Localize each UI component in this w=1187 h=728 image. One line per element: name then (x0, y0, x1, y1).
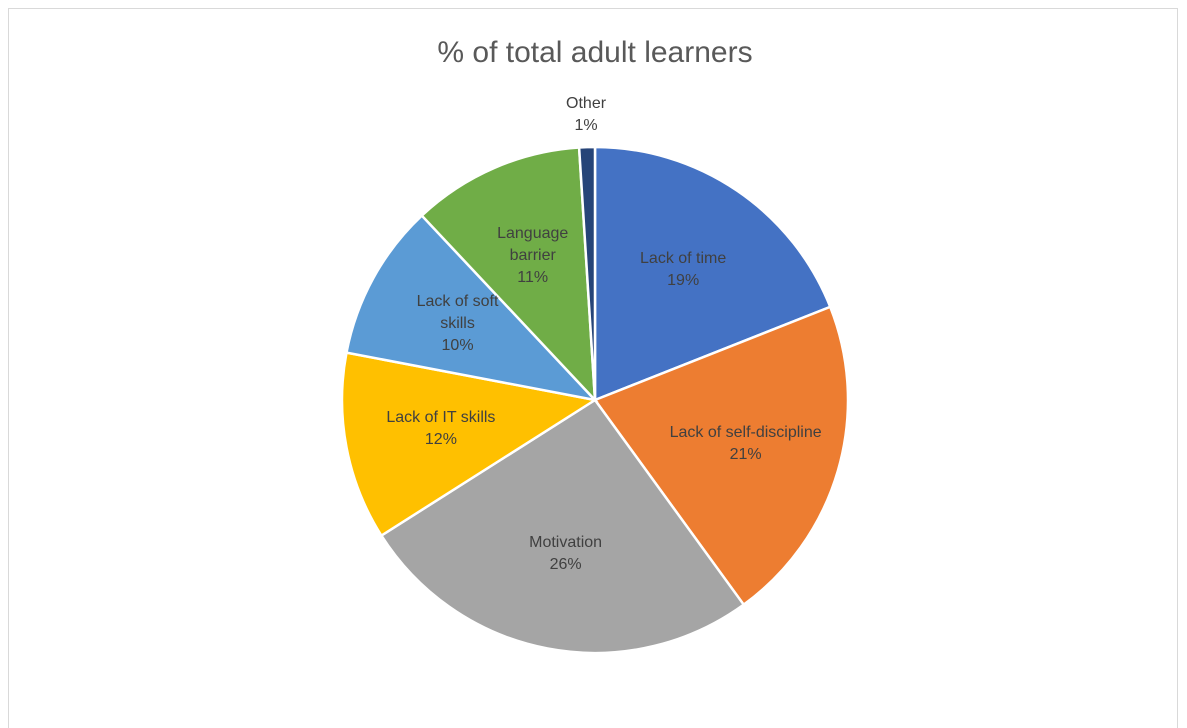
data-label: Lack of soft skills 10% (403, 291, 513, 357)
label-category: Lack of IT skills (386, 409, 496, 427)
label-category: Lack of self-discipline (669, 423, 822, 441)
pie-slice (420, 146, 597, 404)
pie-slice (340, 351, 599, 538)
label-value: 12% (424, 431, 457, 449)
label-value: 26% (549, 556, 582, 574)
data-label: Lack of self-discipline 21% (646, 422, 846, 466)
chart-title: % of total adult learners (437, 36, 752, 69)
label-value: 11% (517, 269, 549, 287)
pie-slice (379, 398, 746, 655)
label-category: Other (566, 95, 607, 113)
data-label: Lack of time 19% (613, 248, 753, 292)
label-category: Lack of soft skills (416, 293, 499, 333)
pie-slice (593, 145, 832, 402)
pie-slice (345, 213, 599, 402)
label-category: Language barrier (497, 225, 569, 265)
label-value: 21% (729, 445, 762, 463)
pie-slice (577, 145, 597, 401)
label-value: 10% (441, 337, 474, 355)
data-label: Motivation 26% (496, 532, 636, 576)
data-label: Lack of IT skills 12% (371, 407, 511, 451)
data-label: Language barrier 11% (488, 223, 578, 289)
pie-slice (593, 305, 850, 607)
label-category: Motivation (529, 534, 603, 552)
label-category: Lack of time (640, 250, 727, 268)
data-label: Other 1% (556, 93, 616, 137)
chart-frame (8, 8, 1178, 728)
label-value: 19% (667, 272, 700, 290)
label-value: 1% (574, 117, 598, 135)
